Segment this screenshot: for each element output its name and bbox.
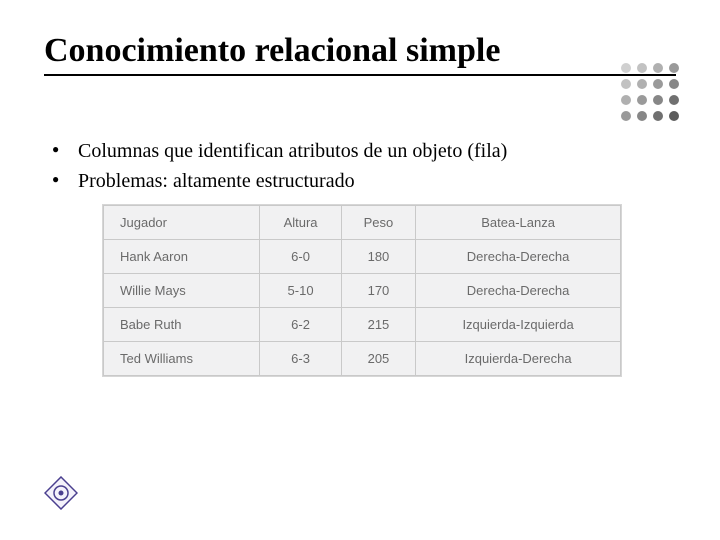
dot-decoration-icon	[618, 60, 680, 122]
table-cell: Derecha-Derecha	[416, 274, 621, 308]
table-cell: Willie Mays	[104, 274, 260, 308]
table-cell: 205	[341, 342, 415, 376]
table-cell: Izquierda-Derecha	[416, 342, 621, 376]
title-underline	[44, 74, 676, 76]
table-header-row: Jugador Altura Peso Batea-Lanza	[104, 206, 621, 240]
table-row: Hank Aaron 6-0 180 Derecha-Derecha	[104, 240, 621, 274]
table-cell: Izquierda-Izquierda	[416, 308, 621, 342]
bullet-item: Problemas: altamente estructurado	[52, 166, 676, 196]
table-cell: 6-3	[260, 342, 341, 376]
bullet-item: Columnas que identifican atributos de un…	[52, 136, 676, 166]
table-cell: 215	[341, 308, 415, 342]
table-cell: 6-2	[260, 308, 341, 342]
slide-title: Conocimiento relacional simple	[44, 32, 676, 70]
table-cell: 6-0	[260, 240, 341, 274]
table-row: Babe Ruth 6-2 215 Izquierda-Izquierda	[104, 308, 621, 342]
table-row: Ted Williams 6-3 205 Izquierda-Derecha	[104, 342, 621, 376]
table-cell: 5-10	[260, 274, 341, 308]
table-header-cell: Jugador	[104, 206, 260, 240]
table-header-cell: Altura	[260, 206, 341, 240]
table-cell: 180	[341, 240, 415, 274]
table-cell: Derecha-Derecha	[416, 240, 621, 274]
table-header-cell: Batea-Lanza	[416, 206, 621, 240]
data-table-wrap: Jugador Altura Peso Batea-Lanza Hank Aar…	[102, 204, 622, 377]
bullet-list: Columnas que identifican atributos de un…	[44, 136, 676, 196]
table-cell: Babe Ruth	[104, 308, 260, 342]
footer-logo-icon	[44, 476, 78, 510]
table-cell: Hank Aaron	[104, 240, 260, 274]
table-cell: 170	[341, 274, 415, 308]
table-cell: Ted Williams	[104, 342, 260, 376]
table-row: Willie Mays 5-10 170 Derecha-Derecha	[104, 274, 621, 308]
table-header-cell: Peso	[341, 206, 415, 240]
data-table: Jugador Altura Peso Batea-Lanza Hank Aar…	[103, 205, 621, 376]
